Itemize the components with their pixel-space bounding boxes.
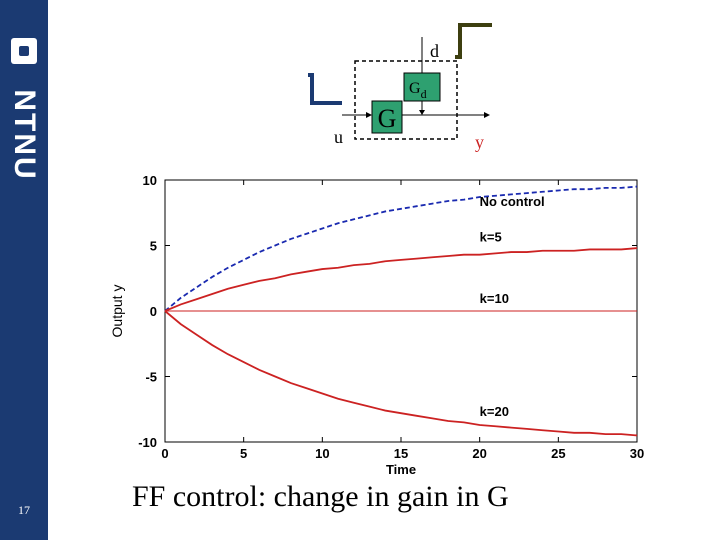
x-axis-label: Time xyxy=(386,462,416,477)
series-line-k-5 xyxy=(164,247,638,312)
x-tick-label: 15 xyxy=(394,446,408,461)
output-chart: 0 5 10 15 20 25 30 -10 -5 0 5 10 No control k=5 k=10… xyxy=(109,173,644,477)
logo-text: NTNU xyxy=(8,89,41,181)
input-label: u xyxy=(334,127,343,147)
y-tick-label: -5 xyxy=(145,370,157,385)
y-tick-label: 10 xyxy=(143,173,157,188)
logo-mark-icon xyxy=(11,38,37,64)
block-diagram: G Gd d u y xyxy=(308,23,492,152)
series-line-k-20 xyxy=(164,310,638,437)
series-annotation: k=5 xyxy=(480,230,502,245)
y-axis-label: Output y xyxy=(109,285,125,338)
process-box xyxy=(354,60,458,140)
x-tick-label: 10 xyxy=(315,446,329,461)
x-tick-label: 5 xyxy=(240,446,247,461)
ntnu-logo: NTNU xyxy=(0,30,48,181)
x-tick-label: 0 xyxy=(161,446,168,461)
page-number: 17 xyxy=(18,503,30,517)
y-tick-label: -10 xyxy=(138,435,157,450)
series-line-no-control xyxy=(164,185,638,312)
plant-block xyxy=(371,100,403,134)
y-tick-label: 0 xyxy=(150,304,157,319)
series-annotation: k=20 xyxy=(480,404,509,419)
input-arrowhead xyxy=(366,112,372,118)
y-tick-label: 5 xyxy=(150,239,157,254)
output-arrowhead xyxy=(484,112,490,118)
slide-title: FF control: change in gain in G xyxy=(132,480,509,513)
series-annotation: No control xyxy=(480,194,545,209)
x-tick-label: 20 xyxy=(472,446,486,461)
disturbance-step-icon xyxy=(455,23,492,59)
series-annotation: k=10 xyxy=(480,291,509,306)
disturbance-model-label: Gd xyxy=(409,80,427,101)
x-tick-label: 30 xyxy=(630,446,644,461)
disturbance-arrowhead xyxy=(419,110,425,115)
output-label: y xyxy=(475,132,484,152)
x-tick-label: 25 xyxy=(551,446,565,461)
input-step-icon xyxy=(308,73,342,105)
sidebar: NTNU 17 xyxy=(0,0,48,540)
disturbance-label: d xyxy=(430,41,439,61)
plant-label: G xyxy=(378,104,397,133)
